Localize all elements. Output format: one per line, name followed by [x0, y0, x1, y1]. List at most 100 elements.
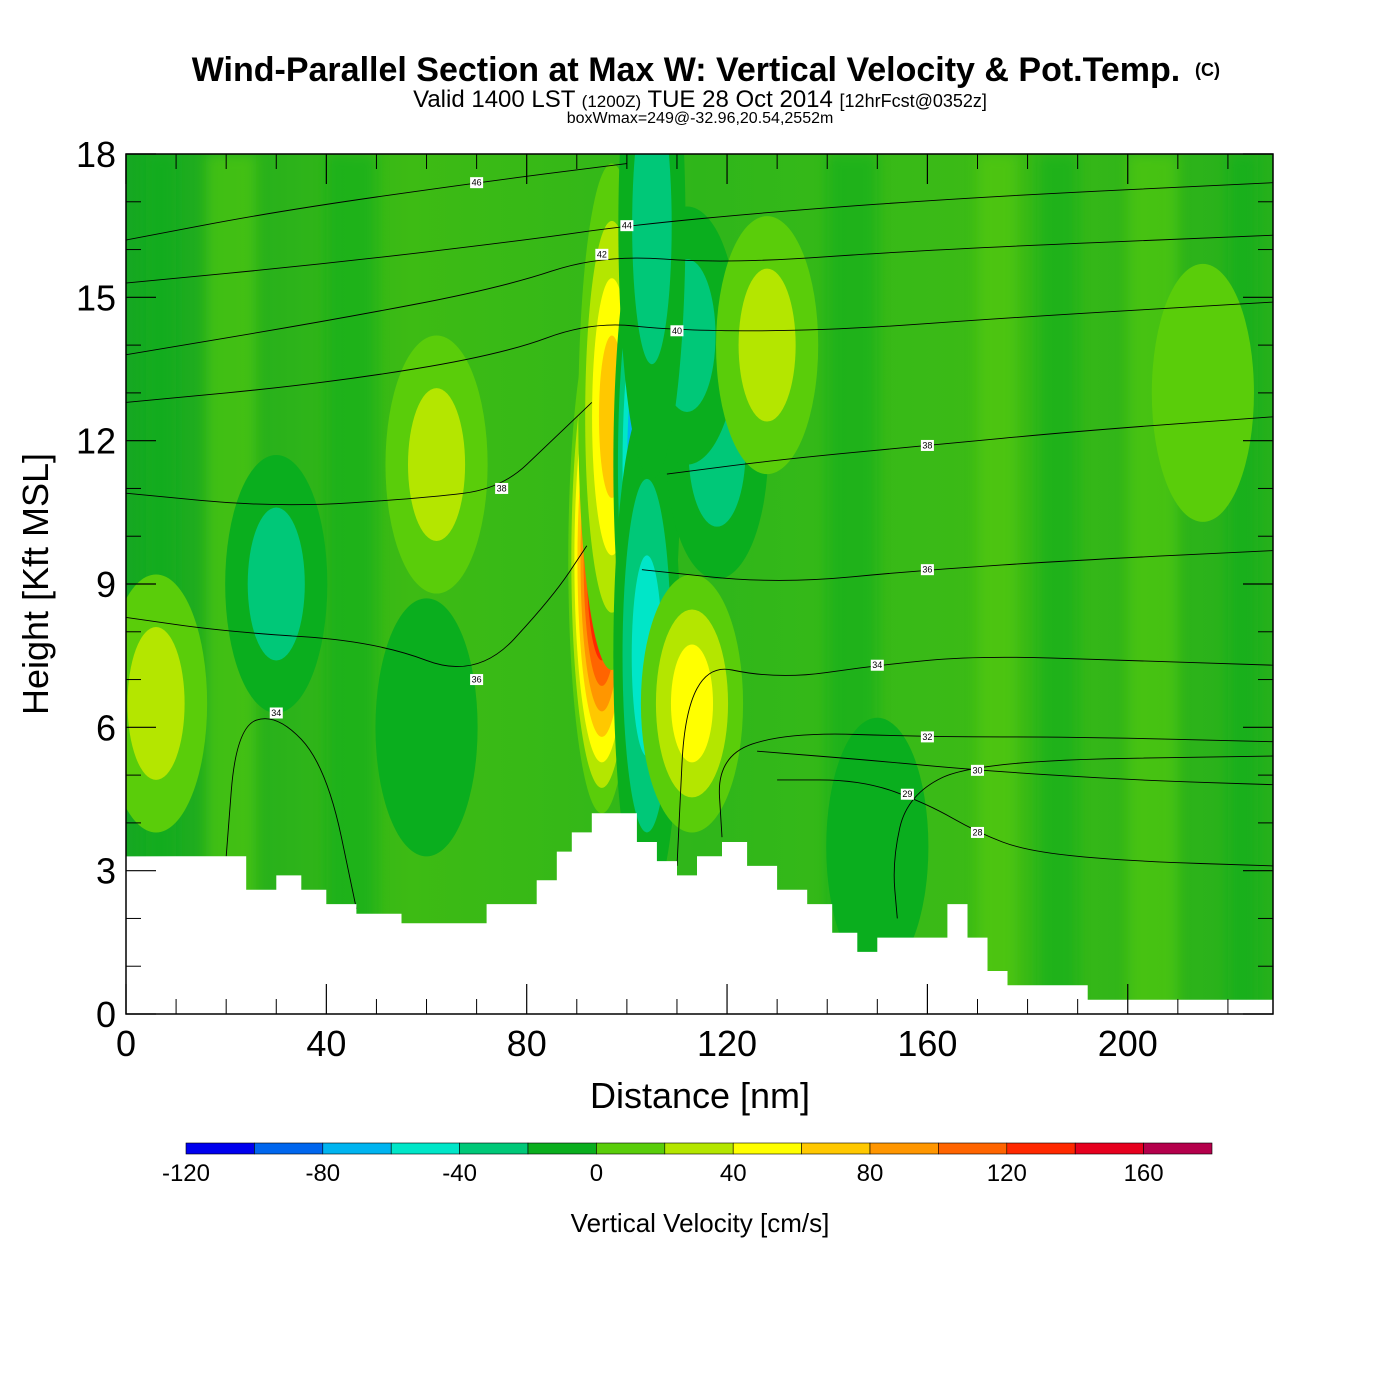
title-mark: (C) — [1195, 60, 1220, 80]
theta-label-box — [470, 177, 484, 189]
chart-title: Wind-Parallel Section at Max W: Vertical… — [192, 51, 1180, 89]
chart-annotation: boxWmax=249@-32.96,20.54,2552m — [567, 110, 834, 127]
colorbar-tick-label: -120 — [162, 1160, 210, 1187]
theta-label-box — [900, 788, 914, 800]
velocity-cell-14 — [1151, 263, 1254, 522]
theta-contour-29 — [893, 755, 1273, 919]
colorbar-swatch — [664, 1142, 734, 1155]
velocity-cell-13 — [826, 717, 929, 976]
colorbar-tick-label: 40 — [720, 1160, 747, 1187]
colorbar-swatch — [185, 1142, 255, 1155]
theta-contour-label: 42 — [597, 249, 607, 259]
colorbar-swatch — [527, 1142, 597, 1155]
velocity-cell-10 — [716, 216, 819, 475]
theta-contour-label: 36 — [472, 675, 482, 685]
y-tick-label: 3 — [96, 851, 116, 892]
colorbar — [185, 1142, 1213, 1155]
x-tick-label: 80 — [507, 1023, 547, 1064]
y-tick-label: 6 — [96, 707, 116, 748]
velocity-cell-4 — [640, 574, 744, 833]
subtitle-valid: Valid 1400 LST — [413, 86, 576, 113]
theta-contour-label: 40 — [672, 326, 682, 336]
colorbar-tick-label: 0 — [590, 1160, 603, 1187]
colorbar-tick-label: 80 — [857, 1160, 884, 1187]
colorbar-swatch — [732, 1142, 802, 1155]
y-axis-label: Height [Kft MSL] — [15, 453, 56, 715]
colorbar-swatch — [459, 1142, 529, 1155]
theta-contour-46 — [126, 163, 627, 241]
theta-label-box — [620, 220, 634, 232]
colorbar-swatch — [938, 1142, 1008, 1155]
y-tick-label: 0 — [96, 994, 116, 1035]
theta-contour-40 — [126, 301, 1273, 403]
theta-contour-36 — [126, 545, 588, 667]
y-tick-label: 9 — [96, 564, 116, 605]
field-band-6 — [1127, 154, 1178, 1014]
velocity-level — [127, 627, 185, 780]
theta-contour-32 — [718, 733, 1273, 838]
colorbar-swatch — [1143, 1142, 1213, 1155]
theta-contour-30 — [757, 750, 1273, 786]
theta-contour-38 — [126, 402, 593, 506]
plot-area: 28 29 30 32 34 34 36 36 38 38 40 42 44 46 — [126, 154, 1273, 1014]
colorbar-swatch — [801, 1142, 871, 1155]
subtitle-forecast: [12hrFcst@0352z] — [840, 91, 987, 111]
x-tick-label: 120 — [697, 1023, 757, 1064]
theta-label-box — [920, 439, 934, 451]
colorbar-swatch — [869, 1142, 939, 1155]
velocity-level — [407, 388, 466, 541]
theta-label-box — [495, 482, 509, 494]
theta-contour-42 — [126, 234, 1273, 356]
x-tick-label: 160 — [897, 1023, 957, 1064]
theta-contour-34 — [676, 656, 1273, 866]
theta-contour-34 — [225, 718, 357, 909]
theta-label-box — [470, 674, 484, 686]
theta-label-box — [920, 564, 934, 576]
velocity-cell-7 — [618, 154, 686, 479]
y-tick-label: 12 — [76, 421, 116, 462]
velocity-level — [1151, 263, 1254, 522]
colorbar-tick-label: -40 — [442, 1160, 477, 1187]
colorbar-tick-label: -80 — [305, 1160, 340, 1187]
velocity-cell-12 — [375, 598, 478, 857]
theta-contour-label: 30 — [972, 765, 982, 775]
theta-contour-label: 44 — [622, 221, 632, 231]
theta-contour-label: 34 — [271, 708, 281, 718]
x-tick-label: 0 — [116, 1023, 136, 1064]
y-tick-label: 18 — [76, 134, 116, 175]
colorbar-tick-label: 120 — [987, 1160, 1027, 1187]
y-tick-label: 15 — [76, 277, 116, 318]
terrain-mask — [126, 813, 1273, 1014]
velocity-level — [670, 644, 714, 763]
theta-contour-label: 34 — [872, 660, 882, 670]
colorbar-swatch — [322, 1142, 392, 1155]
theta-label-box — [970, 826, 984, 838]
theta-label-box — [269, 707, 283, 719]
subtitle-date: TUE 28 Oct 2014 — [647, 86, 832, 113]
field-band-5 — [1037, 154, 1078, 1014]
velocity-level — [247, 507, 305, 661]
theta-contour-label: 32 — [922, 732, 932, 742]
velocity-level — [826, 717, 929, 976]
velocity-cell-9 — [385, 335, 488, 594]
colorbar-tick-label: 160 — [1124, 1160, 1164, 1187]
x-axis: 0 40 80 120 160 200 — [116, 154, 1229, 1064]
x-tick-label: 40 — [306, 1023, 346, 1064]
theta-contour-label: 46 — [472, 178, 482, 188]
velocity-field-features — [126, 154, 1254, 976]
theta-label-box — [870, 659, 884, 671]
velocity-level — [375, 598, 478, 857]
theta-contour-label: 28 — [972, 827, 982, 837]
theta-contour-label: 29 — [902, 789, 912, 799]
velocity-cell-8 — [225, 455, 328, 713]
theta-contour-label: 36 — [922, 565, 932, 575]
velocity-cell-11 — [126, 574, 208, 833]
colorbar-swatch — [1006, 1142, 1076, 1155]
theta-contour-44 — [126, 182, 1273, 284]
colorbar-swatch — [254, 1142, 324, 1155]
colorbar-swatch — [596, 1142, 666, 1155]
field-band-2 — [326, 154, 377, 1014]
theta-contour-28 — [777, 779, 1273, 867]
